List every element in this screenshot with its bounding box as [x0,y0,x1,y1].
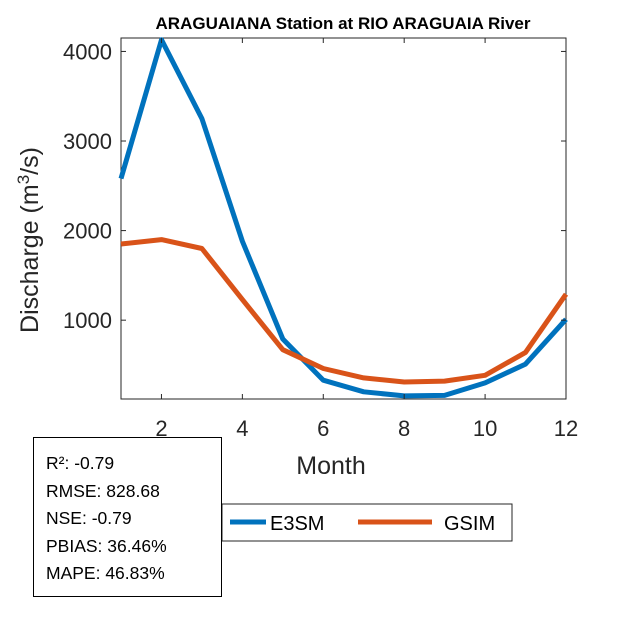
stat-nse: NSE: -0.79 [46,508,132,528]
stat-mape: MAPE: 46.83% [46,563,165,583]
legend-label-gsim: GSIM [444,513,495,535]
chart-title: ARAGUAIANA Station at RIO ARAGUAIA River [156,14,531,33]
y-axis-label-base: Discharge (m [16,184,44,333]
y-tick-label: 1000 [63,308,112,333]
stat-r2: R²: -0.79 [46,453,115,473]
series-line-gsim [120,237,569,385]
y-tick-label: 4000 [63,39,112,64]
plot-area [120,37,567,400]
y-tick-label: 3000 [63,129,112,154]
y-axis-label: Discharge (m3/s) [14,147,44,333]
y-axis-label-tail: /s) [16,147,44,175]
statistics-box: R²: -0.79 RMSE: 828.68 NSE: -0.79 PBIAS:… [33,437,222,597]
legend-label-e3sm: E3SM [270,513,324,535]
series-layer [118,37,569,399]
x-tick-label: 2 [155,416,167,441]
legend: E3SM GSIM [221,503,513,542]
y-axis-label-superscript: 3 [14,175,33,184]
y-axis-ticks: 1000 2000 3000 4000 [63,39,566,333]
series-line-e3sm [118,37,568,399]
x-tick-label: 6 [317,416,329,441]
x-tick-label: 4 [236,416,248,441]
x-axis-label: Month [296,452,365,480]
stat-pbias: PBIAS: 36.46% [46,535,167,556]
y-tick-label: 2000 [63,219,112,244]
x-tick-label: 8 [398,416,410,441]
x-tick-label: 10 [473,416,497,441]
stat-rmse: RMSE: 828.68 [46,480,160,501]
x-axis-ticks: 2 4 6 8 10 12 [155,38,578,441]
x-tick-label: 12 [554,416,578,441]
